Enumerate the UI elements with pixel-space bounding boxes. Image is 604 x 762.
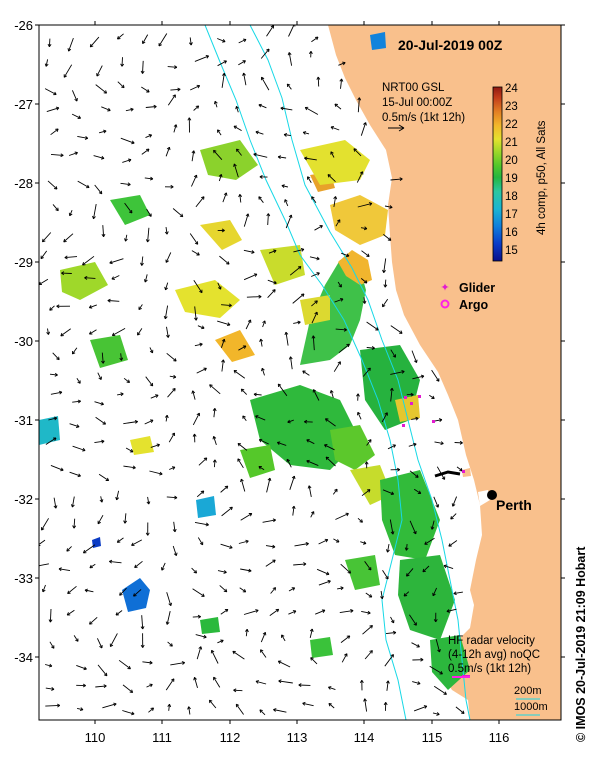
credit-text: © IMOS 20-Jul-2019 21:09 Hobart [574, 547, 588, 742]
colorbar-gradient [493, 87, 502, 261]
lat-tick-label: -29 [14, 255, 33, 270]
lon-tick-label: 114 [354, 730, 375, 745]
colorbar-tick: 16 [505, 227, 518, 239]
sst-info-line2: 15-Jul 00:00Z [382, 97, 452, 109]
sst-patch [300, 295, 330, 325]
sst-patch [39, 416, 60, 445]
colorbar-tick: 21 [505, 137, 518, 149]
sst-patch [310, 637, 333, 658]
colorbar-tick: 20 [505, 155, 518, 167]
glider-marker [462, 470, 465, 473]
lon-tick-label: 115 [422, 730, 443, 745]
sst-info-line3: 0.5m/s (1kt 12h) [382, 112, 465, 124]
credit-watermark: © IMOS 20-Jul-2019 21:09 Hobart [574, 742, 594, 762]
hf-radar-line3: 0.5m/s (1kt 12h) [448, 663, 531, 675]
colorbar-tick: 15 [505, 245, 518, 257]
colorbar-tick: 24 [505, 83, 518, 95]
hf-radar-info: HF radar velocity (4-12h avg) noQC 0.5m/… [448, 635, 540, 677]
lat-tick-label: -33 [14, 571, 33, 586]
lon-tick-label: 111 [152, 730, 172, 745]
argo-legend-label: Argo [459, 298, 489, 312]
sst-patch [370, 32, 386, 50]
lat-tick-label: -28 [14, 176, 33, 191]
lat-tick-label: -32 [14, 492, 33, 507]
lon-tick-label: 110 [85, 730, 106, 745]
velocity-arrow [50, 609, 51, 622]
hf-radar-line2: (4-12h avg) noQC [448, 649, 540, 661]
glider-legend-icon: ✦ [440, 282, 449, 294]
lat-tick-label: -34 [14, 650, 33, 665]
glider-marker [404, 396, 407, 399]
lon-tick-label: 116 [489, 730, 510, 745]
colorbar-tick: 23 [505, 101, 518, 113]
glider-marker [432, 420, 435, 423]
velocity-arrow [122, 57, 123, 66]
lon-tick-label: 113 [287, 730, 308, 745]
lat-tick-label: -27 [14, 97, 33, 112]
glider-legend-label: Glider [459, 281, 495, 295]
glider-marker [402, 424, 405, 427]
isobath-1000-label: 1000m [514, 701, 548, 713]
glider-marker [418, 395, 421, 398]
lat-tick-label: -31 [14, 413, 33, 428]
lat-tick-label: -26 [14, 18, 33, 33]
lat-tick-label: -30 [14, 334, 33, 349]
colorbar-label: 4h comp, p50, All Sats [536, 120, 548, 235]
colorbar-tick: 19 [505, 173, 518, 185]
colorbar-tick: 18 [505, 191, 518, 203]
map-title: 20-Jul-2019 00Z [398, 37, 503, 53]
colorbar-tick: 22 [505, 119, 518, 131]
velocity-arrow [247, 297, 261, 298]
glider-marker [410, 402, 413, 405]
sst-patch [200, 617, 220, 634]
colorbar-tick: 17 [505, 209, 518, 221]
lon-tick-label: 112 [220, 730, 241, 745]
hf-radar-line1: HF radar velocity [448, 635, 535, 647]
isobath-200-label: 200m [514, 685, 542, 697]
city-label: Perth [496, 497, 532, 513]
sst-info-line1: NRT00 GSL [382, 82, 445, 94]
